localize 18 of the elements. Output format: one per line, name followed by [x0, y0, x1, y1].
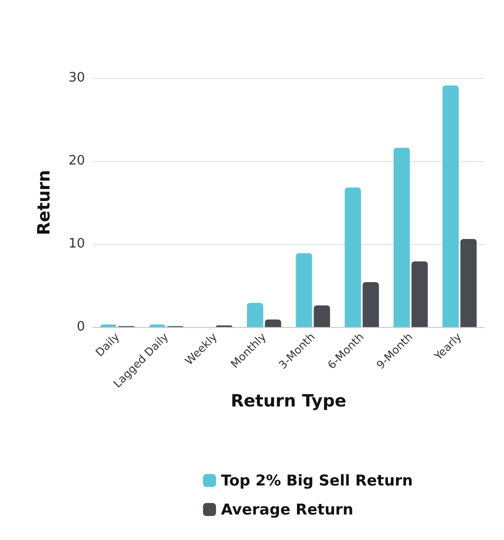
legend-label: Average Return: [221, 500, 354, 518]
bar: [442, 85, 459, 327]
bar: [296, 253, 312, 327]
y-tick-label: 10: [68, 236, 85, 252]
bar: [412, 261, 428, 327]
y-tick-label: 0: [76, 320, 85, 334]
bar: [246, 302, 264, 327]
bar: [394, 148, 410, 327]
y-axis-title: Return: [34, 170, 54, 236]
x-axis-title: Return Type: [230, 391, 346, 412]
bar: [344, 188, 361, 327]
bar: [460, 239, 477, 327]
bar: [362, 282, 379, 327]
legend-label: Top 2% Big Sell Return: [221, 472, 413, 490]
y-tick-label: 30: [68, 70, 85, 86]
bar: [314, 305, 330, 327]
bar: [264, 320, 282, 327]
y-tick-label: 20: [68, 154, 85, 168]
